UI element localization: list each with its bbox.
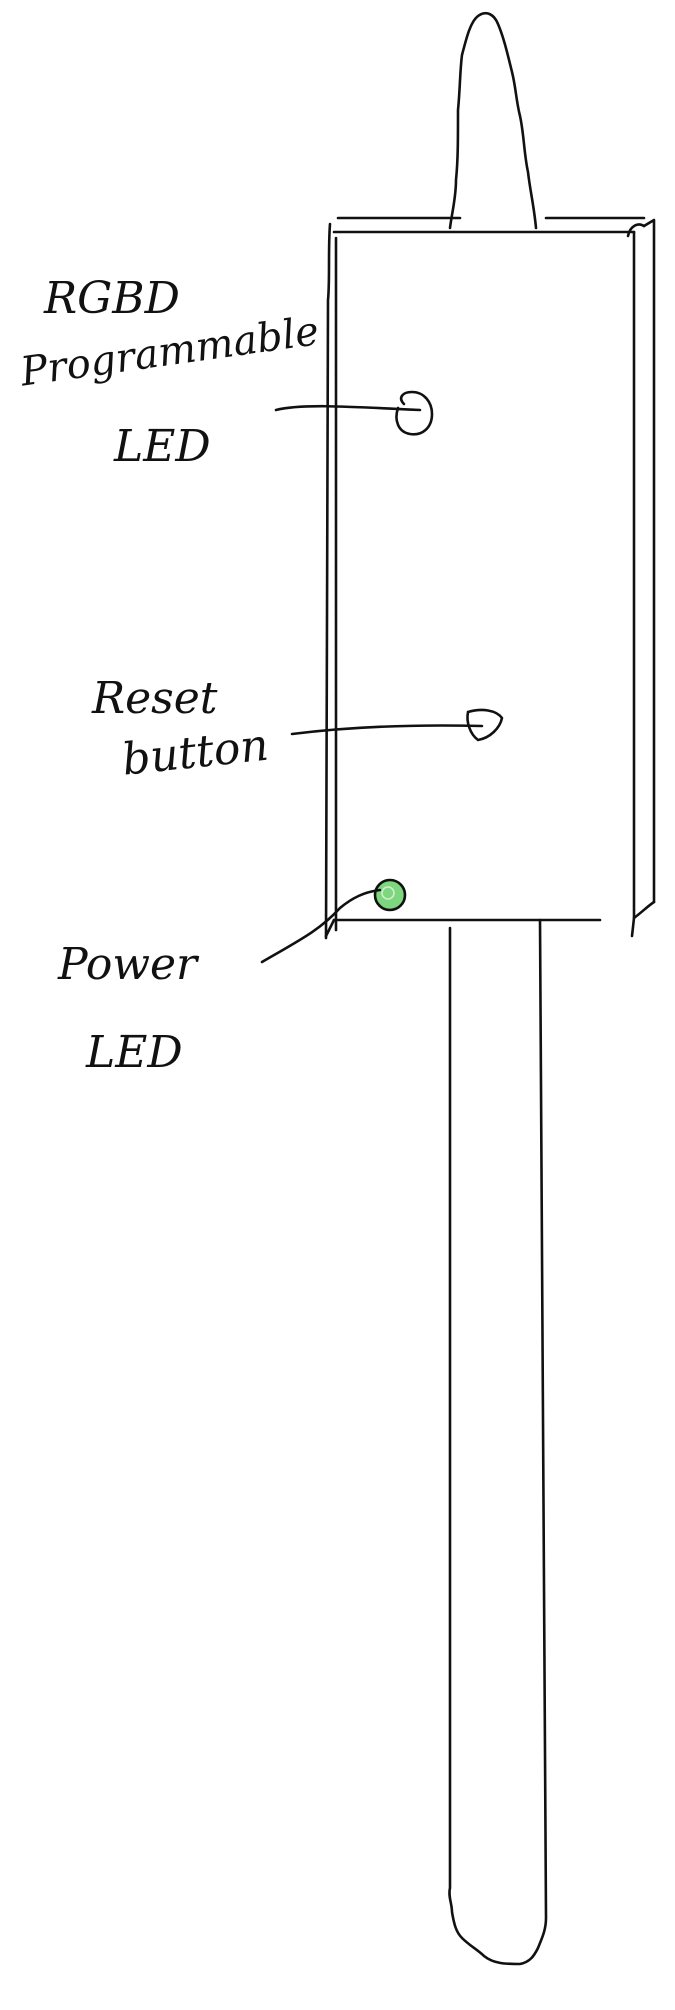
enclosure-right-back bbox=[642, 218, 656, 904]
power-led-leader bbox=[260, 888, 382, 964]
power-led-label-line1: Power bbox=[58, 939, 198, 990]
power-led-label-line2: LED bbox=[86, 1027, 183, 1078]
antenna-tip bbox=[448, 11, 538, 230]
reset-button-leader bbox=[290, 724, 484, 736]
rgb-led-leader bbox=[274, 404, 422, 412]
rgb-led-label-line3: LED bbox=[114, 421, 211, 472]
reset-button-label-line1: Reset bbox=[92, 673, 218, 724]
enclosure-bottom-left-corner bbox=[324, 918, 336, 938]
rgb-led-circle bbox=[395, 390, 434, 436]
enclosure-right-corner bbox=[626, 223, 646, 238]
enclosure-left-outer bbox=[324, 222, 332, 940]
power-led-highlight bbox=[381, 886, 395, 900]
rgb-led-label-line1: RGBD bbox=[44, 273, 180, 324]
probe-shaft bbox=[448, 918, 548, 1966]
enclosure-bottom-right-corner bbox=[630, 900, 656, 938]
reset-button-circle bbox=[466, 708, 504, 742]
power-led bbox=[373, 878, 407, 912]
